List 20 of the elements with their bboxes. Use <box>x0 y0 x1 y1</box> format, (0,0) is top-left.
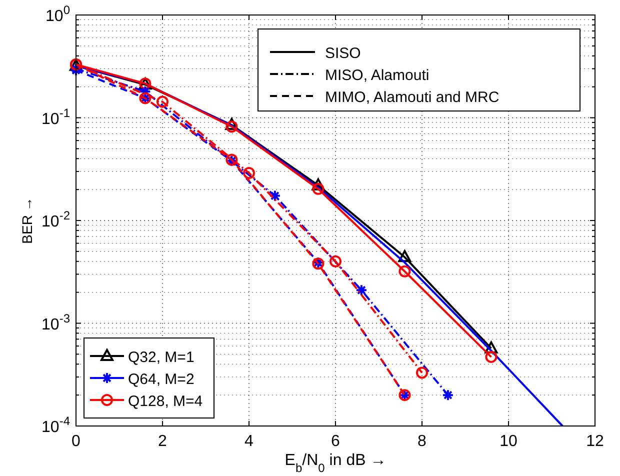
legend-label: Q32, M=1 <box>128 349 194 366</box>
y-axis-title: BER → <box>19 197 35 244</box>
y-tick-label: 10$^{-2}$ <box>42 208 70 230</box>
x-tick-label: 6 <box>331 433 340 450</box>
y-tick-label: 10$^{-3}$ <box>42 311 70 334</box>
x-tick-label: 0 <box>72 433 81 450</box>
y-tick-label: 10$^{-1}$ <box>42 106 70 128</box>
x-tick-label: 10 <box>500 433 518 450</box>
x-tick-label: 2 <box>158 433 168 450</box>
x-tick-label: 4 <box>244 433 254 450</box>
annotation: SISO <box>325 45 361 62</box>
x-axis-title: E$_{b}$/N$_{0}$ in dB → <box>284 452 386 475</box>
annotation: MISO, Alamouti <box>325 67 430 84</box>
legend-label: Q128, M=4 <box>128 393 203 410</box>
x-tick-label: 8 <box>418 433 427 450</box>
y-tick-label: 10$^{0}$ <box>46 3 70 25</box>
legend-label: Q64, M=2 <box>128 371 194 388</box>
x-tick-label: 12 <box>586 433 604 450</box>
annotation: MIMO, Alamouti and MRC <box>325 89 500 106</box>
y-tick-label: 10$^{-4}$ <box>42 414 70 436</box>
